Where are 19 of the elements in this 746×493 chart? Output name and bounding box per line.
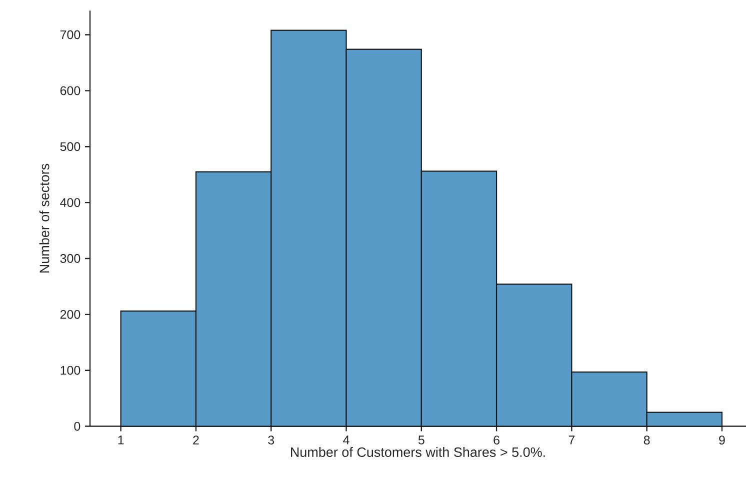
x-tick-label: 4: [343, 436, 350, 444]
x-tick-label: 8: [644, 436, 650, 445]
y-tick-label: 600: [60, 86, 80, 96]
y-tick-label: 300: [60, 254, 80, 263]
x-tick-label: 6: [494, 436, 500, 445]
x-tick-label: 7: [568, 436, 575, 444]
y-tick-label: 0: [74, 422, 80, 431]
y-tick-label: 700: [60, 30, 80, 40]
x-tick-label: 3: [268, 436, 274, 445]
x-tick-label: 2: [193, 436, 199, 444]
y-axis-title: Number of sectors: [39, 164, 50, 273]
y-tick-label: 200: [60, 310, 80, 319]
y-tick-label: 400: [60, 198, 80, 207]
x-tick-label: 9: [719, 436, 725, 445]
x-tick-label: 5: [418, 436, 424, 444]
x-tick-label: 1: [118, 436, 124, 444]
y-tick-label: 500: [60, 142, 80, 152]
y-tick-label: 100: [60, 366, 80, 375]
x-axis-title: Number of Customers with Shares > 5.0%.: [291, 447, 545, 457]
